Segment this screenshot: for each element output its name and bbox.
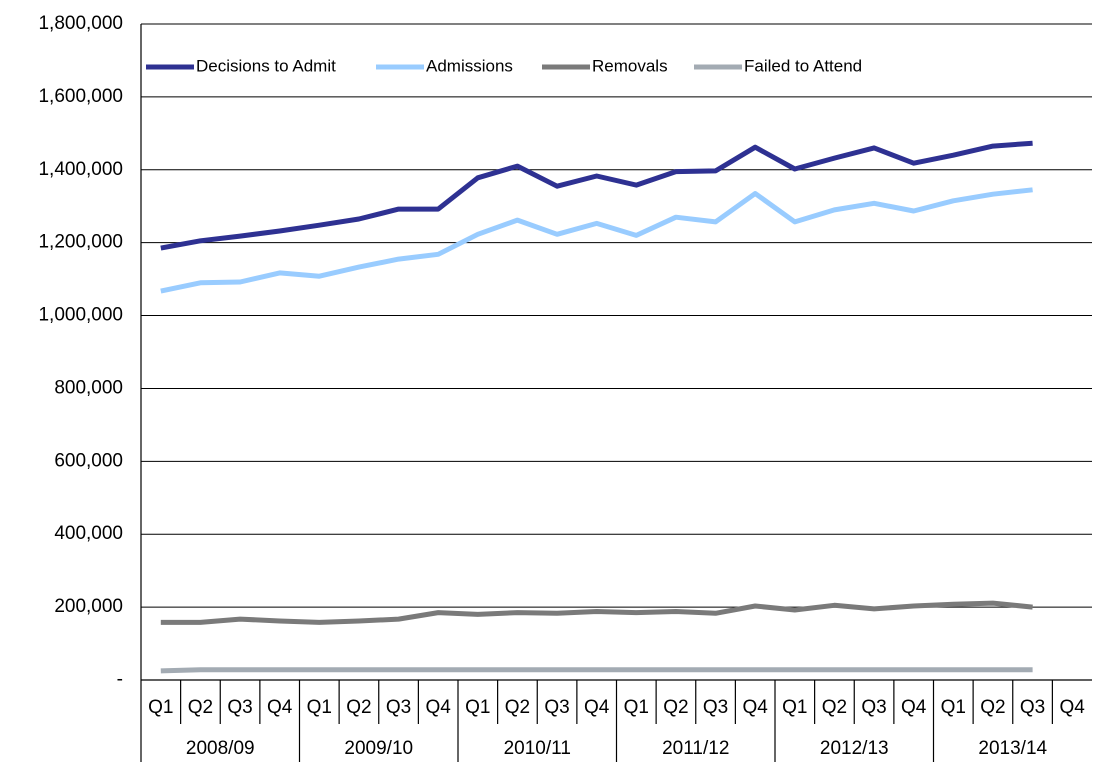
x-tick-label: Q4 [267, 697, 293, 718]
x-tick-label: Q4 [426, 697, 452, 718]
y-tick-label: 400,000 [54, 523, 123, 544]
y-tick-label: 1,200,000 [38, 232, 123, 253]
group-label: 2012/13 [820, 738, 889, 759]
legend-label: Removals [592, 56, 668, 75]
y-tick-label: - [117, 669, 123, 690]
x-tick-label: Q1 [941, 697, 966, 718]
x-tick-label: Q1 [782, 697, 807, 718]
x-tick-label: Q4 [1060, 697, 1086, 718]
y-tick-label: 600,000 [54, 450, 123, 471]
legend-label: Admissions [426, 56, 513, 75]
x-tick-label: Q4 [901, 697, 927, 718]
group-label: 2009/10 [344, 738, 413, 759]
y-tick-label: 1,600,000 [38, 86, 123, 107]
y-tick-label: 1,800,000 [38, 13, 123, 34]
y-tick-label: 200,000 [54, 596, 123, 617]
x-tick-label: Q1 [465, 697, 490, 718]
x-tick-label: Q1 [307, 697, 332, 718]
series-line [160, 187, 1033, 294]
x-tick-label: Q1 [624, 697, 649, 718]
series-line [160, 667, 1033, 674]
group-label: 2011/12 [662, 738, 729, 759]
x-tick-label: Q4 [743, 697, 769, 718]
x-tick-label: Q2 [663, 697, 688, 718]
x-tick-label: Q3 [386, 697, 411, 718]
y-tick-label: 1,000,000 [38, 305, 123, 326]
x-tick-label: Q2 [822, 697, 847, 718]
x-tick-label: Q3 [227, 697, 252, 718]
x-tick-label: Q4 [584, 697, 610, 718]
legend-label: Failed to Attend [744, 56, 862, 75]
y-tick-label: 1,400,000 [38, 159, 123, 180]
series-line [160, 140, 1033, 251]
y-tick-label: 800,000 [54, 377, 123, 398]
group-label: 2008/09 [186, 738, 255, 759]
x-tick-label: Q3 [703, 697, 728, 718]
x-tick-label: Q2 [980, 697, 1005, 718]
x-tick-label: Q2 [346, 697, 371, 718]
series-line [160, 600, 1033, 625]
x-tick-label: Q3 [544, 697, 569, 718]
x-tick-label: Q3 [1020, 697, 1045, 718]
legend-label: Decisions to Admit [196, 56, 336, 75]
group-label: 2013/14 [978, 738, 1047, 759]
x-tick-label: Q2 [505, 697, 530, 718]
x-tick-label: Q1 [148, 697, 173, 718]
group-label: 2010/11 [504, 738, 571, 759]
x-tick-label: Q3 [861, 697, 886, 718]
x-tick-label: Q2 [188, 697, 213, 718]
